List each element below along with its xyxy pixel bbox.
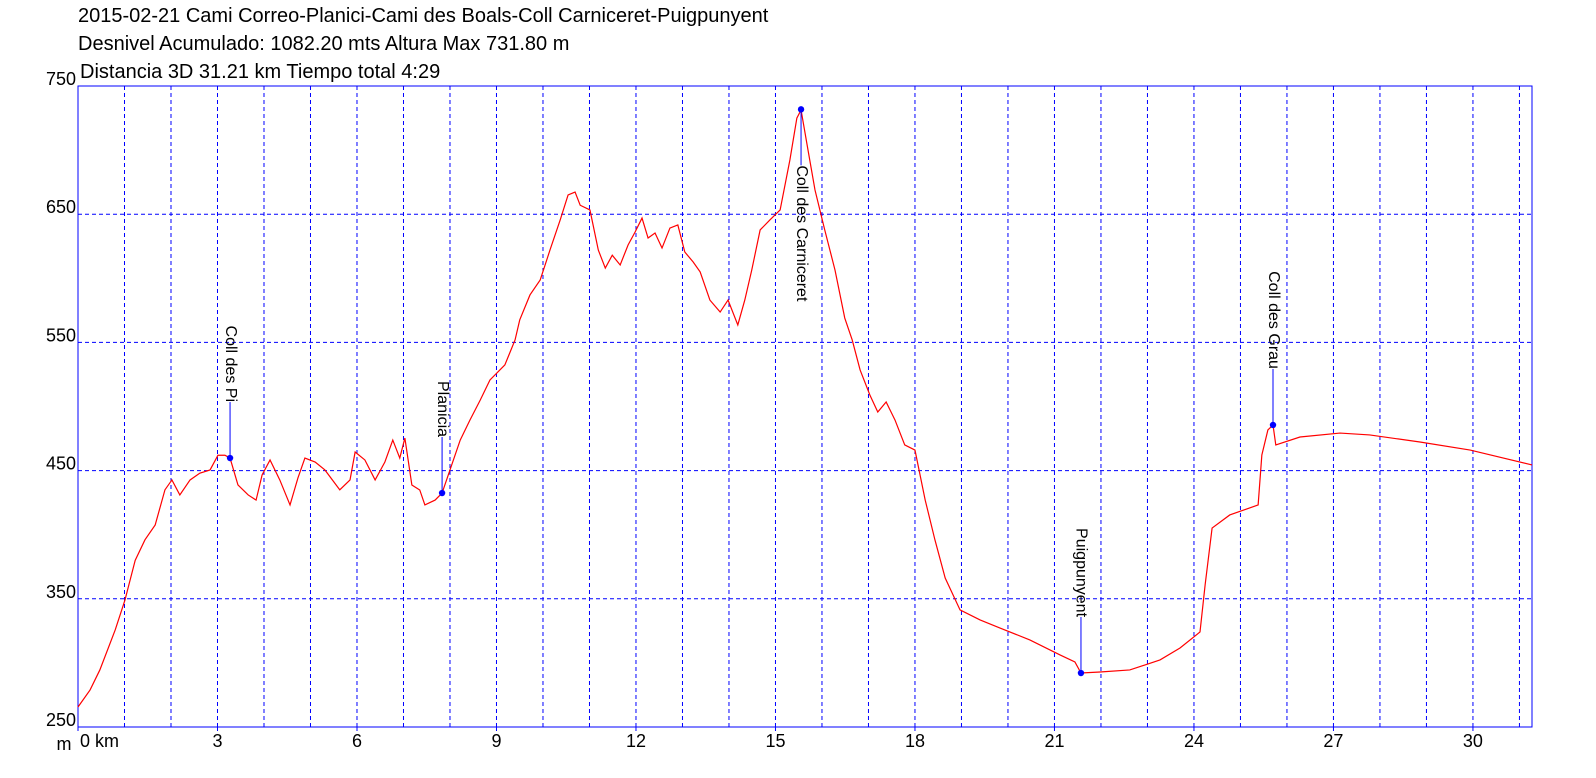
x-tick-label: 27: [1323, 731, 1343, 751]
x-tick-label: 30: [1463, 731, 1483, 751]
y-tick-label: 250: [46, 710, 76, 730]
plot-border: [77, 85, 1533, 728]
waypoint: [797, 106, 805, 113]
title-line: 2015-02-21 Cami Correo-Planici-Cami des …: [78, 5, 769, 27]
y-unit: m: [57, 734, 72, 754]
x-tick-label: 12: [626, 731, 646, 751]
x-tick-label: 9: [491, 731, 501, 751]
profile-line: [77, 108, 1533, 708]
waypoint-label: Coll des Carniceret: [793, 165, 810, 302]
waypoint-label: Puigpunyent: [1073, 528, 1090, 618]
y-tick-label: 350: [46, 582, 76, 602]
y-tick-label: 450: [46, 454, 76, 474]
y-tick-label: 650: [46, 197, 76, 217]
waypoint-label: Coll des Pi: [222, 326, 239, 402]
x-tick-label: 18: [905, 731, 925, 751]
x-tick-label: 6: [352, 731, 362, 751]
y-tick-label: 550: [46, 325, 76, 345]
waypoint-label: Planicia: [434, 381, 451, 437]
x-tick-label: 21: [1044, 731, 1064, 751]
x-tick-label: 24: [1184, 731, 1204, 751]
waypoint: [1077, 669, 1085, 677]
title-line: Distancia 3D 31.21 km Tiempo total 4:29: [80, 61, 440, 83]
title-line: Desnivel Acumulado: 1082.20 mts Altura M…: [78, 33, 569, 55]
x-tick-label: 3: [212, 731, 222, 751]
waypoint: [438, 489, 446, 497]
waypoint-label: Coll des Grau: [1265, 271, 1282, 369]
waypoint: [226, 454, 234, 462]
x-tick-label: 15: [765, 731, 785, 751]
waypoint: [1269, 421, 1277, 429]
y-tick-label: 750: [46, 69, 76, 89]
x-tick-label: 0 km: [80, 731, 119, 751]
